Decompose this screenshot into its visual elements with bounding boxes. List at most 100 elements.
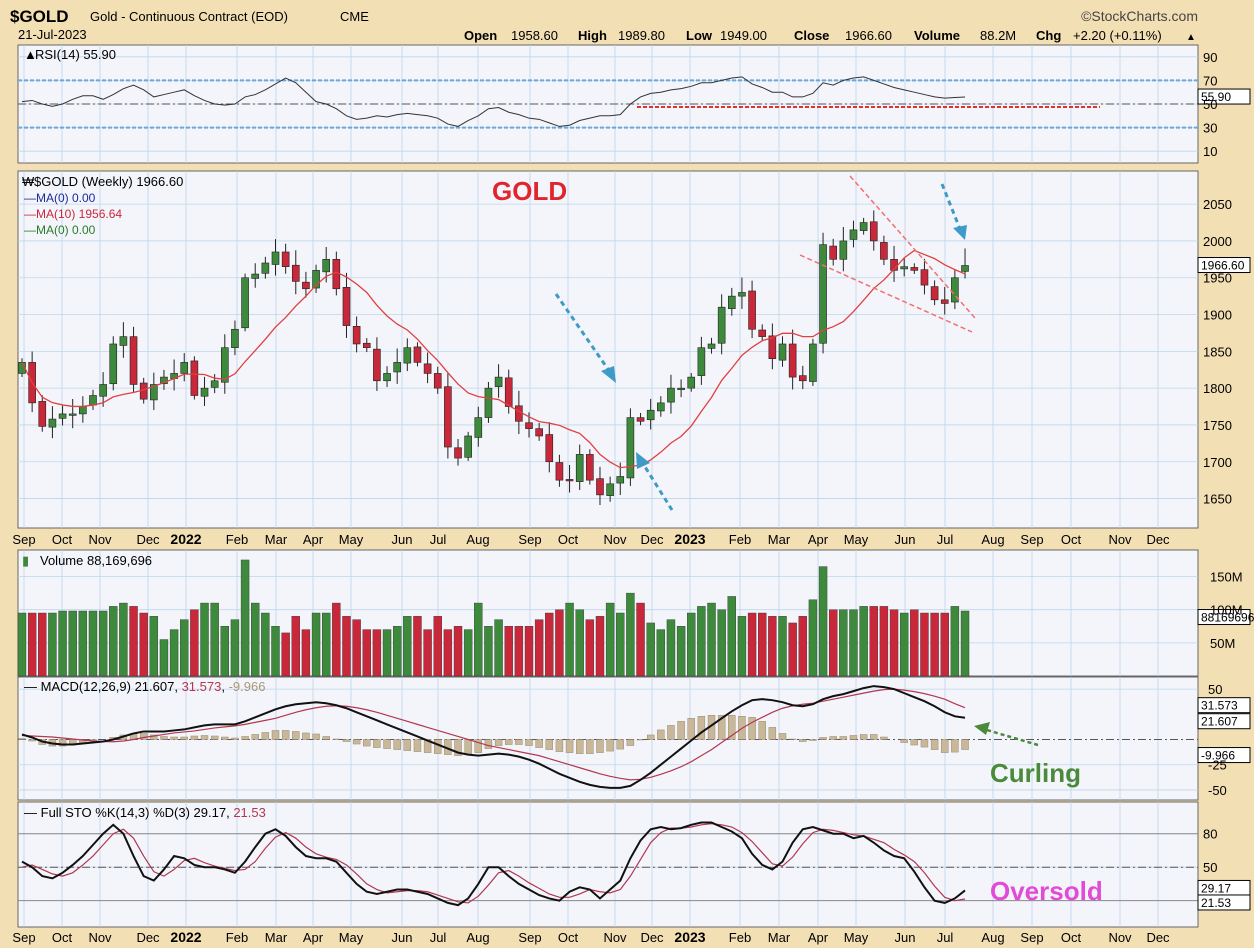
macd-hist-bar <box>880 736 888 740</box>
symbol: $GOLD <box>10 7 69 26</box>
x-axis-label: Jul <box>430 930 447 945</box>
candle-body <box>79 406 87 415</box>
macd-hist-bar <box>576 739 584 754</box>
candle-body <box>433 373 442 389</box>
volume-bar <box>747 612 757 677</box>
candle-body <box>707 343 716 349</box>
macd-hist-bar <box>373 739 381 748</box>
candle-body <box>839 240 848 260</box>
y-tick-label: 2050 <box>1203 197 1232 212</box>
macd-hist-bar <box>251 734 259 740</box>
legend-ma-1-text: MA(0) 0.00 <box>36 191 96 205</box>
arrow-jul-break-head <box>953 225 967 240</box>
macd-hist-bar <box>870 734 878 740</box>
volume-bar <box>88 610 98 677</box>
x-axis-label: Jun <box>392 930 413 945</box>
candle-body <box>778 343 787 361</box>
x-axis-label: Feb <box>729 532 751 547</box>
volume-bar <box>595 616 605 677</box>
x-axis-label: Sep <box>518 532 541 547</box>
volume-bar <box>281 632 290 677</box>
macd-hist-bar <box>271 730 280 740</box>
macd-comma-1: , <box>174 679 181 694</box>
macd-hist-bar <box>717 715 726 740</box>
candle-body <box>849 229 858 240</box>
x-axis-label: 2022 <box>170 531 201 547</box>
macd-hist-bar <box>150 734 158 740</box>
volume-bar <box>169 629 179 677</box>
volume-bar <box>190 609 199 677</box>
candle-body <box>383 373 391 382</box>
open-value: 1958.60 <box>511 28 558 43</box>
macd-signal-value: 31.573 <box>182 679 222 694</box>
analyst-annotations <box>554 106 1100 747</box>
volume-bar <box>392 626 402 677</box>
high-value: 1989.80 <box>618 28 665 43</box>
candle-body <box>373 348 381 382</box>
x-axis-label: Sep <box>12 930 35 945</box>
x-axis-label: Aug <box>981 930 1004 945</box>
high-label: High <box>578 28 607 43</box>
open-label: Open <box>464 28 497 43</box>
candle-body <box>809 343 817 382</box>
volume-bar <box>768 616 777 677</box>
candle-body <box>616 476 625 484</box>
candle-body <box>393 362 401 373</box>
x-axis-label: Apr <box>303 930 324 945</box>
macd-signal-line <box>21 688 966 781</box>
x-axis-label: Oct <box>52 532 73 547</box>
macd-hist-bar <box>829 736 837 740</box>
sto-d-line <box>21 823 966 904</box>
y-tick-label: -50 <box>1208 783 1227 798</box>
volume-icon: ▮ <box>22 553 29 568</box>
volume-bar <box>758 612 767 677</box>
macd-hist-bar <box>505 739 513 745</box>
axes: Sep Sep Oct Oct Nov Nov Dec Dec 2022 2022 Feb Feb Ma… <box>12 50 1242 945</box>
macd-hist-bar <box>210 735 219 740</box>
price-legend-title: $GOLD (Weekly) 1966.60 <box>34 174 183 189</box>
y-tick-label: 1650 <box>1203 492 1232 507</box>
candle-body <box>565 479 574 482</box>
x-axis-label: Jun <box>895 532 916 547</box>
macd-hist-bar <box>809 739 817 741</box>
y-tick-label: 1950 <box>1203 271 1232 286</box>
candle-body <box>545 434 554 463</box>
volume-bar <box>484 626 493 677</box>
value-tag-box <box>1197 747 1251 764</box>
candle-icon: ₩ <box>22 174 35 189</box>
volume-bar <box>524 626 534 677</box>
arrow-nov-cross <box>640 461 674 511</box>
candle-body <box>352 326 361 345</box>
y-tick-label: 1900 <box>1203 308 1232 323</box>
candle-body <box>291 264 300 282</box>
x-axis-label: Mar <box>265 930 288 945</box>
volume-bar <box>98 610 108 677</box>
candle-body <box>758 329 767 337</box>
candle-body <box>677 387 685 390</box>
x-axis-label: Sep <box>1020 930 1043 945</box>
rsi-line <box>21 76 966 127</box>
sto-k-value: 29.17 <box>194 805 227 820</box>
candle-body <box>241 277 249 329</box>
volume-bar <box>889 609 899 677</box>
volume-bar <box>626 592 635 677</box>
x-axis-label: Nov <box>1108 532 1132 547</box>
volume-bar <box>798 616 807 677</box>
volume-bar <box>565 602 574 677</box>
x-axis-label: Oct <box>1061 930 1082 945</box>
macd-hist-bar <box>819 737 827 740</box>
macd-hist-bar <box>292 731 300 740</box>
candle-body <box>819 244 827 344</box>
volume-bar <box>899 612 909 677</box>
low-label: Low <box>686 28 713 43</box>
macd-plot: 31.573 21.607 -9.966 <box>18 685 1251 789</box>
sto-panel <box>17 801 1199 928</box>
legend-ma-1-dash: — <box>24 191 36 205</box>
candle-body <box>251 273 260 279</box>
macd-hist-bar <box>799 739 807 742</box>
candle-body <box>930 286 939 301</box>
volume-bar <box>382 629 392 677</box>
candle-body <box>555 462 564 481</box>
x-axis-label: Oct <box>558 532 579 547</box>
